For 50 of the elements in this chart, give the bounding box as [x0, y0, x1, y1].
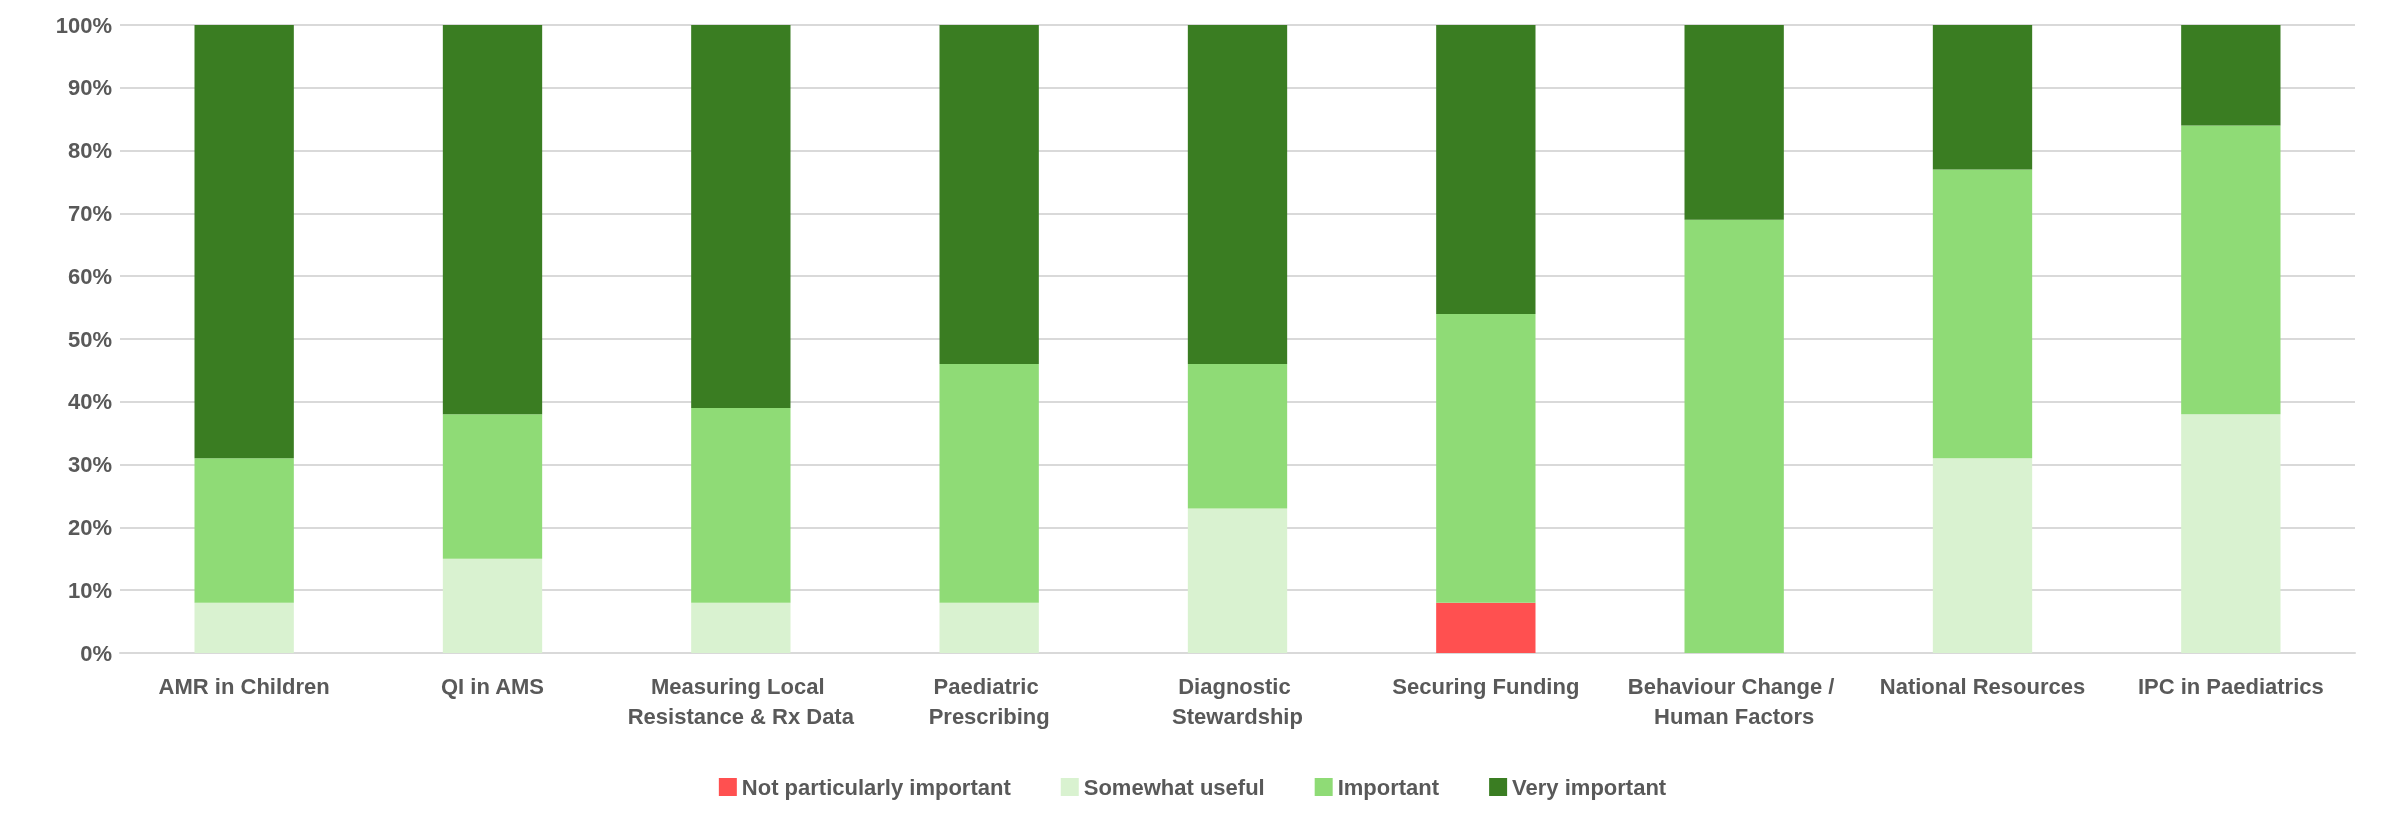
y-tick-label: 20%: [67, 514, 112, 540]
y-tick-label: 60%: [67, 263, 112, 289]
bar: [1436, 313, 1536, 603]
bar: [194, 458, 294, 603]
x-tick-label: Behaviour Change / Human Factors: [1627, 673, 1841, 729]
x-tick-label: Diagnostic Stewardship: [1172, 673, 1303, 729]
legend-label: Very important: [1512, 774, 1667, 800]
x-tick-label: Paediatric Prescribing: [928, 673, 1050, 729]
bar: [1932, 25, 2033, 170]
bar: [691, 25, 791, 409]
y-tick-label: 80%: [67, 138, 112, 164]
bar: [1932, 169, 2033, 459]
bar: [1187, 25, 1288, 365]
y-tick-label: 10%: [67, 577, 112, 603]
bar: [194, 602, 294, 653]
y-tick-label: 30%: [67, 452, 112, 478]
y-tick-label: 50%: [67, 326, 112, 352]
bar: [1187, 364, 1288, 509]
bar: [1436, 25, 1536, 314]
x-tick-label: AMR in Children: [158, 673, 330, 699]
y-tick-label: 90%: [67, 75, 112, 101]
x-tick-label: IPC in Paediatrics: [2137, 673, 2324, 699]
bar: [442, 558, 543, 653]
legend-label: Not particularly important: [741, 774, 1012, 800]
bar: [194, 25, 294, 459]
y-tick-label: 40%: [67, 389, 112, 415]
bar: [2181, 414, 2281, 653]
y-tick-label: 100%: [55, 12, 112, 38]
bar: [691, 602, 791, 653]
bar: [1684, 219, 1784, 653]
bar: [1932, 458, 2033, 653]
bar: [939, 364, 1039, 603]
legend-label: Somewhat useful: [1083, 774, 1265, 800]
legend-label: Important: [1337, 774, 1440, 800]
bar: [442, 25, 543, 415]
bar: [2181, 25, 2281, 126]
bar: [2181, 125, 2281, 415]
y-tick-label: 0%: [80, 640, 112, 666]
x-tick-label: Measuring Local Resistance & Rx Data: [627, 673, 855, 729]
bar: [939, 25, 1039, 365]
bar: [691, 408, 791, 603]
bar: [1684, 25, 1784, 220]
bar: [1187, 508, 1288, 653]
bar: [939, 602, 1039, 653]
bar: [442, 414, 543, 559]
bar: [1436, 602, 1536, 653]
x-tick-label: Securing Funding: [1392, 673, 1580, 699]
y-tick-label: 70%: [67, 200, 112, 226]
x-tick-label: National Resources: [1879, 673, 2086, 699]
x-tick-label: QI in AMS: [440, 673, 545, 699]
